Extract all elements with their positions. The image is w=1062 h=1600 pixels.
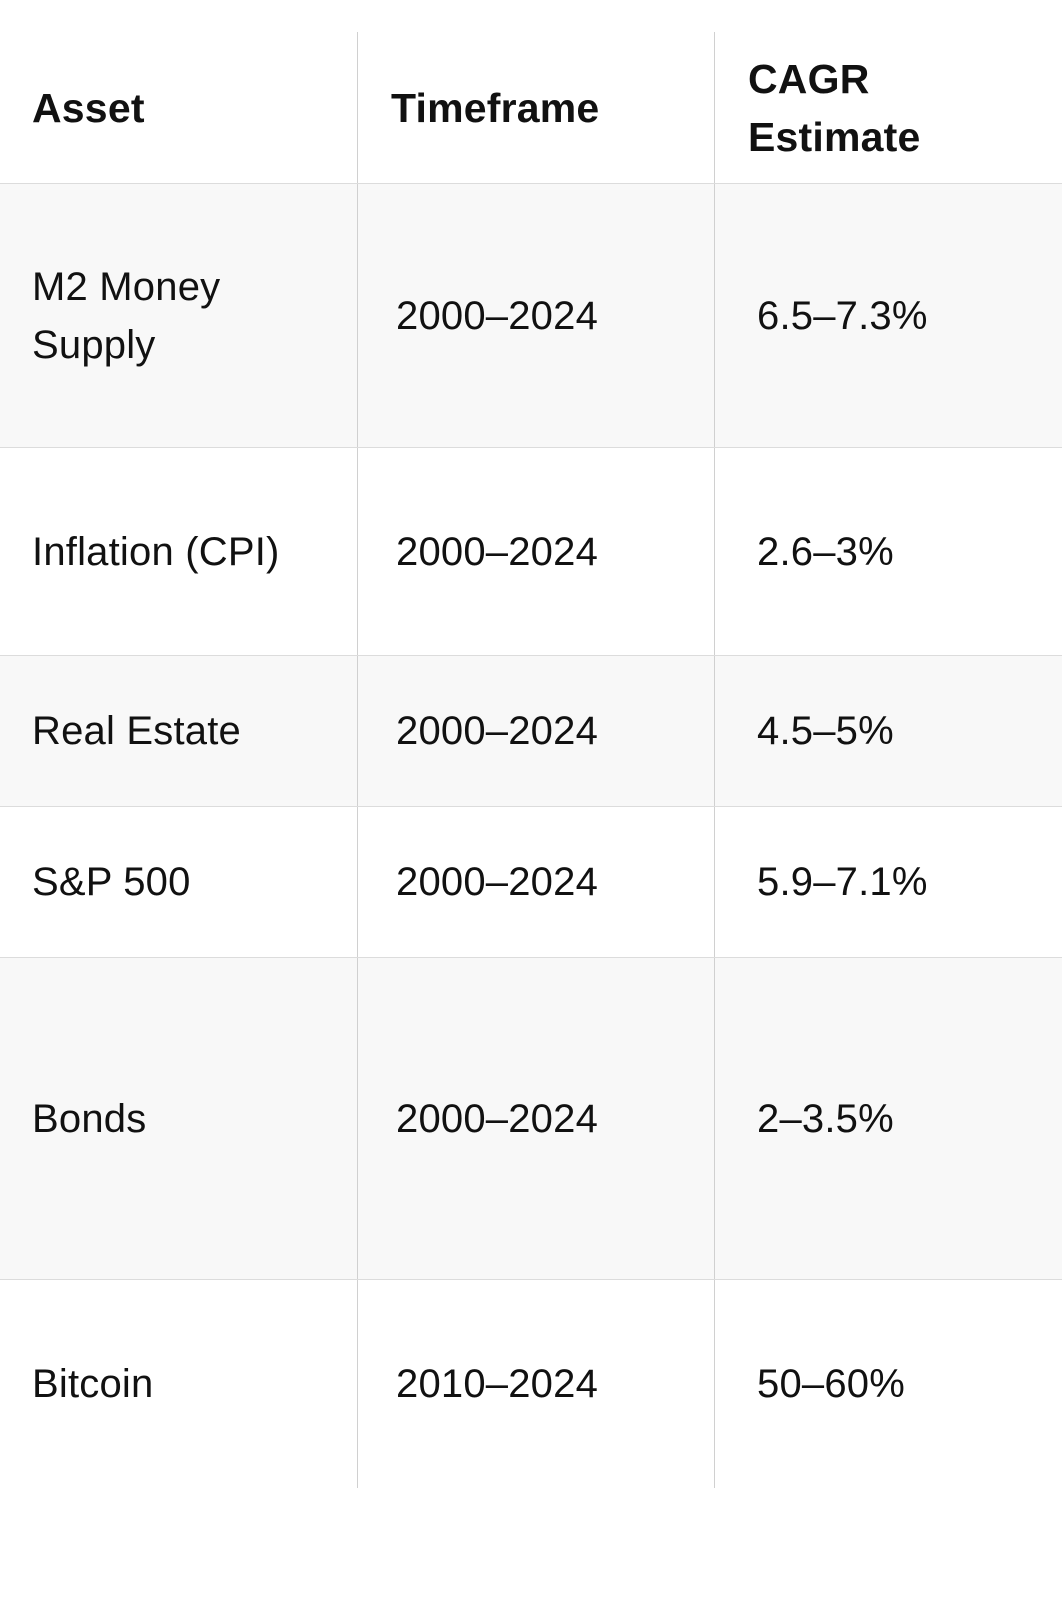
cell-cagr: 6.5–7.3% xyxy=(714,184,1062,447)
table-header-row: Asset Timeframe CAGR Estimate xyxy=(0,32,1062,184)
asset-name: Bonds xyxy=(32,1096,147,1141)
cagr-value: 5.9–7.1% xyxy=(757,860,928,904)
cagr-value: 2–3.5% xyxy=(757,1096,894,1141)
header-timeframe: Timeframe xyxy=(357,32,714,183)
cell-cagr: 4.5–5% xyxy=(714,656,1062,806)
cagr-value: 2.6–3% xyxy=(757,529,894,574)
table-row: Real Estate 2000–2024 4.5–5% xyxy=(0,656,1062,807)
cell-asset: Inflation (CPI) xyxy=(0,448,357,655)
cell-cagr: 5.9–7.1% xyxy=(714,807,1062,957)
cagr-value: 6.5–7.3% xyxy=(757,293,928,338)
cell-cagr: 2.6–3% xyxy=(714,448,1062,655)
header-asset-label: Asset xyxy=(32,84,145,131)
cell-timeframe: 2010–2024 xyxy=(357,1280,714,1488)
cell-timeframe: 2000–2024 xyxy=(357,184,714,447)
cell-cagr: 50–60% xyxy=(714,1280,1062,1488)
timeframe-value: 2000–2024 xyxy=(396,529,599,574)
table-row: Inflation (CPI) 2000–2024 2.6–3% xyxy=(0,448,1062,656)
timeframe-value: 2000–2024 xyxy=(396,293,599,338)
timeframe-value: 2000–2024 xyxy=(396,860,599,904)
cell-asset: M2 Money Supply xyxy=(0,184,357,447)
cell-timeframe: 2000–2024 xyxy=(357,448,714,655)
cell-cagr: 2–3.5% xyxy=(714,958,1062,1279)
asset-name-line1: M2 Money xyxy=(32,264,221,309)
table-row: Bitcoin 2010–2024 50–60% xyxy=(0,1280,1062,1488)
timeframe-value: 2000–2024 xyxy=(396,709,599,753)
cell-asset: Bonds xyxy=(0,958,357,1279)
cell-timeframe: 2000–2024 xyxy=(357,656,714,806)
cell-timeframe: 2000–2024 xyxy=(357,807,714,957)
cell-asset: Real Estate xyxy=(0,656,357,806)
asset-name: Inflation (CPI) xyxy=(32,529,280,574)
cagr-value: 50–60% xyxy=(757,1362,905,1406)
cagr-table: Asset Timeframe CAGR Estimate M2 Money S… xyxy=(0,32,1062,1488)
header-timeframe-label: Timeframe xyxy=(391,84,600,131)
cell-asset: S&P 500 xyxy=(0,807,357,957)
asset-name-line2: Supply xyxy=(32,322,156,367)
asset-name: Real Estate xyxy=(32,709,241,753)
cagr-value: 4.5–5% xyxy=(757,709,894,753)
timeframe-value: 2010–2024 xyxy=(396,1362,599,1406)
table-row: Bonds 2000–2024 2–3.5% xyxy=(0,958,1062,1280)
cell-asset: Bitcoin xyxy=(0,1280,357,1488)
timeframe-value: 2000–2024 xyxy=(396,1096,599,1141)
table-row: S&P 500 2000–2024 5.9–7.1% xyxy=(0,807,1062,958)
header-asset: Asset xyxy=(0,32,357,183)
asset-name: S&P 500 xyxy=(32,860,191,904)
table-row: M2 Money Supply 2000–2024 6.5–7.3% xyxy=(0,184,1062,448)
asset-name: Bitcoin xyxy=(32,1362,154,1406)
header-cagr-line2: Estimate xyxy=(748,113,921,160)
header-cagr-line1: CAGR xyxy=(748,55,870,102)
cell-timeframe: 2000–2024 xyxy=(357,958,714,1279)
header-cagr: CAGR Estimate xyxy=(714,32,1062,183)
